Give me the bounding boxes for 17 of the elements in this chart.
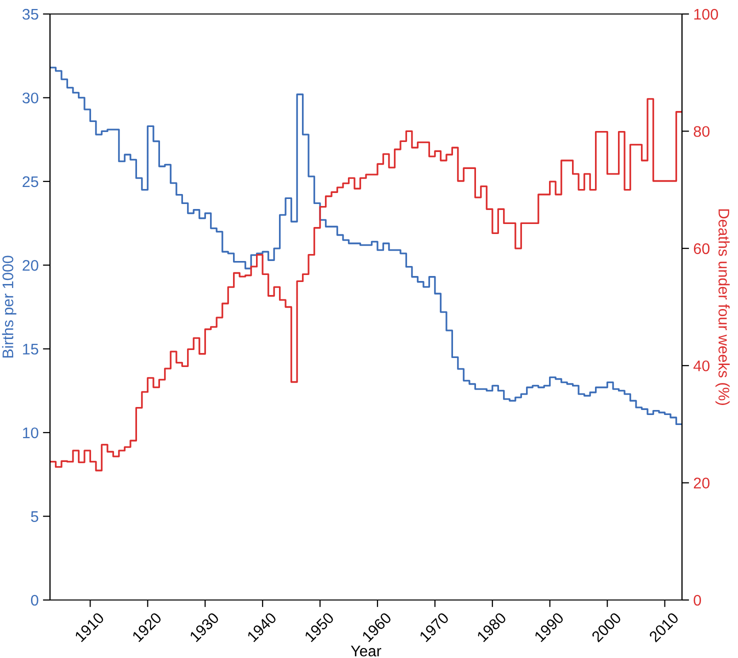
y-tick-label: 35 bbox=[22, 8, 38, 20]
y-axis-title: Births per 1000 bbox=[2, 256, 16, 358]
y-tick-label: 25 bbox=[22, 176, 38, 188]
y-tick-label: 30 bbox=[22, 92, 38, 104]
y-tick-label: 10 bbox=[23, 427, 38, 438]
y-tick-label: 5 bbox=[31, 511, 38, 522]
y-tick-label: 15 bbox=[23, 344, 38, 355]
y2-tick-label: 20 bbox=[694, 478, 710, 488]
y2-axis-title: Deaths under four weeks (%) bbox=[715, 209, 730, 405]
y2-tick-label: 60 bbox=[694, 243, 710, 254]
y2-tick-label: 100 bbox=[694, 8, 718, 20]
y-tick-label: 20 bbox=[22, 260, 38, 271]
y2-tick-label: 80 bbox=[694, 126, 710, 137]
y2-tick-label: 40 bbox=[693, 360, 710, 372]
y-tick-label: 0 bbox=[30, 594, 38, 606]
y2-tick-label: 0 bbox=[694, 594, 702, 606]
x-axis-title: Year bbox=[350, 646, 382, 656]
